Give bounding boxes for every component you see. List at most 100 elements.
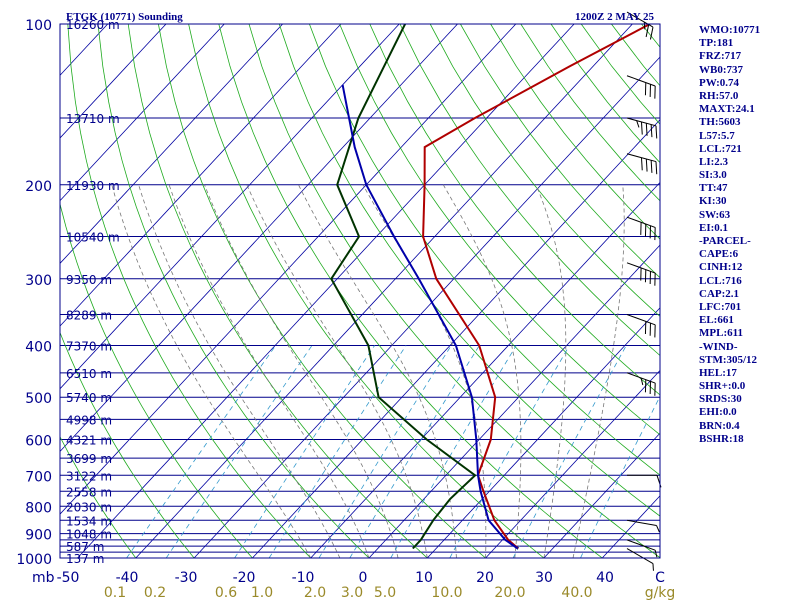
height-label: 1048 m <box>66 528 112 542</box>
dry-adiabat-line <box>60 331 195 558</box>
height-label: 2558 m <box>66 485 112 499</box>
dry-adiabat-line <box>399 24 660 357</box>
isotherm-line <box>368 244 660 558</box>
height-label: 4998 m <box>66 413 112 427</box>
stat-item: SW:63 <box>699 208 731 221</box>
moist-adiabat-line <box>572 184 625 558</box>
pressure-label: 1000 <box>16 552 52 568</box>
height-label: 587 m <box>66 540 104 554</box>
dry-adiabat-line <box>218 24 603 558</box>
stat-item: -PARCEL- <box>699 235 751 247</box>
dry-adiabat-line <box>248 24 660 558</box>
wind-barb <box>626 314 656 338</box>
stat-item: PW:0.74 <box>699 76 740 89</box>
wind-barb <box>626 548 654 571</box>
temperature-label: 20 <box>476 570 494 586</box>
wind-barb <box>626 11 654 40</box>
wind-barb <box>626 216 656 241</box>
dry-adiabat-line <box>309 24 660 476</box>
temperature-profile <box>422 24 651 550</box>
stat-item: LCL:716 <box>699 274 742 287</box>
dry-adiabat-line <box>97 24 370 558</box>
height-label: 16260 m <box>66 18 120 32</box>
dry-adiabat-line <box>490 24 660 240</box>
dry-adiabat-line <box>550 24 660 164</box>
isotherm-line <box>485 369 660 558</box>
dry-adiabat-line <box>369 24 660 396</box>
mixing-ratio-label: 2.0 <box>304 585 326 600</box>
height-label: 3699 m <box>66 452 112 466</box>
mixing-ratio-line <box>512 345 627 558</box>
stat-item: WB0:737 <box>699 63 743 76</box>
stat-item: KI:30 <box>699 195 727 208</box>
stat-item: TH:5603 <box>699 116 741 129</box>
dry-adiabat-line <box>158 24 486 558</box>
stat-item: LFC:701 <box>699 300 742 313</box>
wind-barb <box>626 262 656 286</box>
stat-item: EL:661 <box>699 314 734 327</box>
stat-item: CAPE:6 <box>699 248 739 261</box>
mixing-ratio-line <box>580 395 660 558</box>
stats-panel: WMO:10771 TP:181 FRZ:717 WB0:737 PW:0.74 RH:5… <box>699 24 760 446</box>
isotherm-line <box>60 24 225 202</box>
mixing-ratio-line <box>126 345 277 558</box>
dewpoint-profile <box>330 24 477 550</box>
height-label: 11930 m <box>66 179 120 193</box>
mixing-ratio-label: 20.0 <box>494 585 525 600</box>
parcel-profile <box>341 84 519 550</box>
dry-adiabat-line <box>188 24 545 558</box>
mixing-ratio-label: g/kg <box>645 585 676 600</box>
temperature-label: -10 <box>292 570 315 586</box>
mixing-ratio-label: 0.1 <box>104 585 126 600</box>
dry-adiabat-line <box>460 24 660 279</box>
mixing-ratio-label: 40.0 <box>561 585 592 600</box>
height-label: 2030 m <box>66 500 112 514</box>
stat-item: HEL:17 <box>699 366 737 379</box>
isotherm-line <box>60 24 283 264</box>
wind-barb <box>626 153 658 175</box>
height-label: 6510 m <box>66 367 112 381</box>
moist-adiabat-line <box>535 184 567 558</box>
stat-item: LCL:721 <box>699 142 742 155</box>
height-label: 9350 m <box>66 273 112 287</box>
stat-item: SI:3.0 <box>699 169 727 182</box>
stat-item: RH:57.0 <box>699 89 739 102</box>
moist-adiabat-line <box>442 184 522 558</box>
height-label: 7370 m <box>66 340 112 354</box>
moist-adiabat-line <box>204 184 399 558</box>
temperature-label: -50 <box>57 570 80 586</box>
mixing-ratio-label: 0.6 <box>215 585 237 600</box>
temperature-label: C <box>655 570 665 586</box>
pressure-label: 100 <box>25 18 52 34</box>
valid-time: 1200Z 2 MAY 25 <box>575 11 654 23</box>
isotherm-line <box>252 119 660 558</box>
isotherm-line <box>60 24 517 515</box>
stat-item: -WIND- <box>699 340 738 353</box>
wind-barb <box>626 539 658 558</box>
pressure-label: 300 <box>25 273 52 289</box>
stat-item: TT:47 <box>699 182 728 195</box>
temperature-label: 10 <box>415 570 433 586</box>
moist-adiabat-line <box>246 184 428 558</box>
pressure-label: 900 <box>25 528 52 544</box>
dry-adiabat-line <box>429 24 660 317</box>
stat-item: BSHR:18 <box>699 432 744 445</box>
temperature-label: -40 <box>116 570 139 586</box>
stat-item: STM:305/12 <box>699 353 758 366</box>
dry-adiabat-line <box>60 202 253 558</box>
mixing-ratio-label: 3.0 <box>341 585 363 600</box>
stat-item: WMO:10771 <box>699 24 761 36</box>
height-label: 13710 m <box>66 112 120 126</box>
pressure-label: 500 <box>25 391 52 407</box>
pressure-label: 600 <box>25 434 52 450</box>
moist-adiabat-line <box>138 184 341 558</box>
mixing-ratio-line <box>449 345 570 558</box>
mixing-ratio-label: 10.0 <box>431 585 462 600</box>
moist-adiabat-line <box>168 184 370 558</box>
moist-adiabat-line <box>298 184 457 558</box>
temperature-label: 30 <box>535 570 553 586</box>
stat-item: SHR+:0.0 <box>699 380 746 393</box>
wind-barb <box>626 372 656 396</box>
mixing-ratio-line <box>390 345 517 558</box>
mixing-ratio-line <box>165 345 313 558</box>
